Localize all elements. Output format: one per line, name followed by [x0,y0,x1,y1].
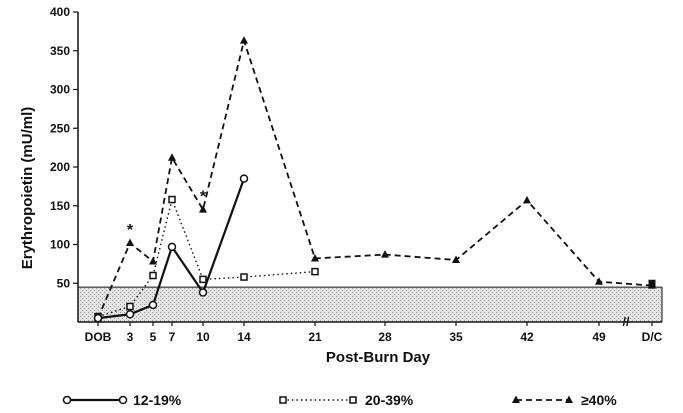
x-tick-label: 42 [520,330,534,344]
x-tick-label: 10 [196,330,210,344]
legend-item: ≥40% [512,392,617,408]
x-axis-title: Post-Burn Day [326,349,431,366]
legend-marker [120,397,127,404]
y-tick-label: 150 [50,199,70,213]
x-tick-label: 5 [150,330,157,344]
y-axis-title: Erythropoietin (mU/ml) [19,107,36,270]
y-tick-label: 300 [50,83,70,97]
legend-marker [350,397,356,403]
end-marker [649,280,656,287]
data-point [150,301,157,308]
y-tick-label: 200 [50,160,70,174]
y-tick-label: 250 [50,121,70,135]
data-point [149,257,157,265]
normal-range-rect [78,287,662,322]
x-tick-label: 35 [449,330,463,344]
data-point [95,315,102,322]
data-point [126,238,134,246]
data-point [169,197,175,203]
legend-item: 12-19% [64,392,182,408]
data-point [595,277,603,285]
normal-range-band [78,287,662,322]
x-tick-label: D/C [642,330,663,344]
legend-marker [280,397,286,403]
data-point [169,243,176,250]
legend: 12-19% 20-39% ≥40% [64,392,618,408]
y-ticks: 50 100 150 200 250 300 350 400 [50,5,78,290]
axes [78,12,662,322]
data-point [241,175,248,182]
data-point [200,276,206,282]
data-point [200,289,207,296]
axis-break-label: // [623,315,630,329]
x-tick-label: 21 [308,330,322,344]
legend-label: ≥40% [581,392,617,408]
y-tick-label: 350 [50,44,70,58]
data-point [127,304,133,310]
data-point [150,273,156,279]
data-point [523,196,531,204]
y-tick-label: 400 [50,5,70,19]
series-line [98,41,652,318]
legend-label: 12-19% [133,392,182,408]
legend-marker [64,397,71,404]
legend-label: 20-39% [365,392,414,408]
data-point [312,269,318,275]
x-tick-label: 3 [127,330,134,344]
series-layer [94,36,656,321]
series-2 [94,36,656,321]
legend-item: 20-39% [280,392,414,408]
y-tick-label: 100 [50,238,70,252]
x-tick-label: 49 [592,330,606,344]
data-point [240,36,248,44]
significance-marker: * [200,189,207,206]
y-tick-label: 50 [57,276,71,290]
significance-marker: * [127,222,134,239]
x-tick-label: 7 [169,330,176,344]
x-tick-label: DOB [85,330,112,344]
data-point [381,250,389,258]
x-tick-label: 14 [237,330,251,344]
data-point [168,153,176,161]
x-tick-label: 28 [378,330,392,344]
data-point [241,274,247,280]
data-point [127,311,134,318]
